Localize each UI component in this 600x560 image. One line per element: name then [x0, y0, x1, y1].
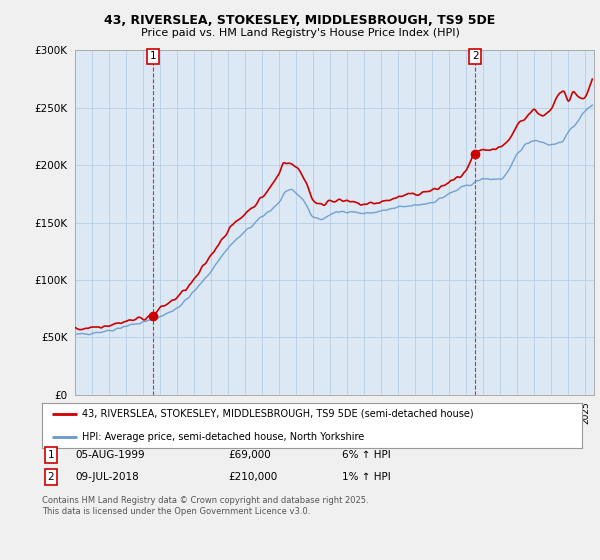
Text: HPI: Average price, semi-detached house, North Yorkshire: HPI: Average price, semi-detached house,… — [83, 432, 365, 442]
Text: 43, RIVERSLEA, STOKESLEY, MIDDLESBROUGH, TS9 5DE (semi-detached house): 43, RIVERSLEA, STOKESLEY, MIDDLESBROUGH,… — [83, 408, 474, 418]
Text: Price paid vs. HM Land Registry's House Price Index (HPI): Price paid vs. HM Land Registry's House … — [140, 28, 460, 38]
Text: 1: 1 — [149, 51, 156, 61]
Text: 43, RIVERSLEA, STOKESLEY, MIDDLESBROUGH, TS9 5DE: 43, RIVERSLEA, STOKESLEY, MIDDLESBROUGH,… — [104, 14, 496, 27]
Text: £69,000: £69,000 — [228, 450, 271, 460]
Text: 2: 2 — [47, 472, 55, 482]
Text: 1: 1 — [47, 450, 55, 460]
Text: Contains HM Land Registry data © Crown copyright and database right 2025.
This d: Contains HM Land Registry data © Crown c… — [42, 496, 368, 516]
Text: 09-JUL-2018: 09-JUL-2018 — [75, 472, 139, 482]
Text: 05-AUG-1999: 05-AUG-1999 — [75, 450, 145, 460]
Text: 1% ↑ HPI: 1% ↑ HPI — [342, 472, 391, 482]
Text: 6% ↑ HPI: 6% ↑ HPI — [342, 450, 391, 460]
Text: 2: 2 — [472, 51, 479, 61]
Text: £210,000: £210,000 — [228, 472, 277, 482]
